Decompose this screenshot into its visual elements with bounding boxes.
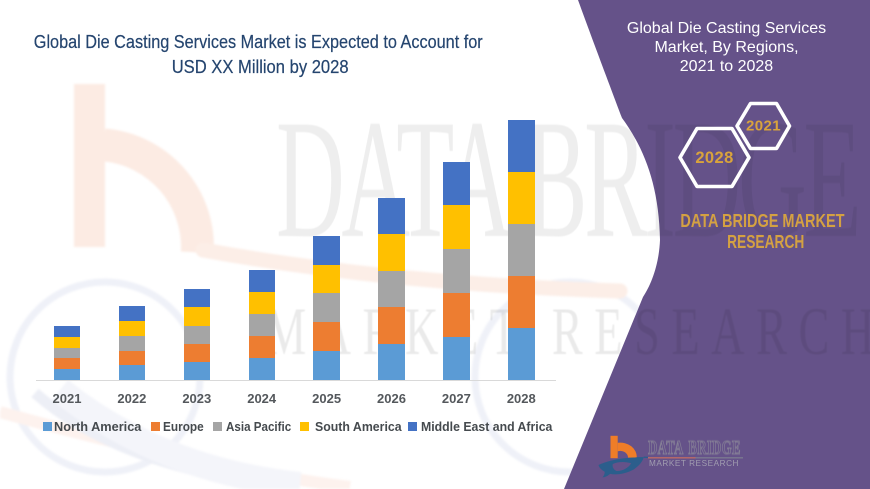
- svg-text:2021: 2021: [746, 118, 781, 135]
- svg-text:2028: 2028: [695, 149, 733, 167]
